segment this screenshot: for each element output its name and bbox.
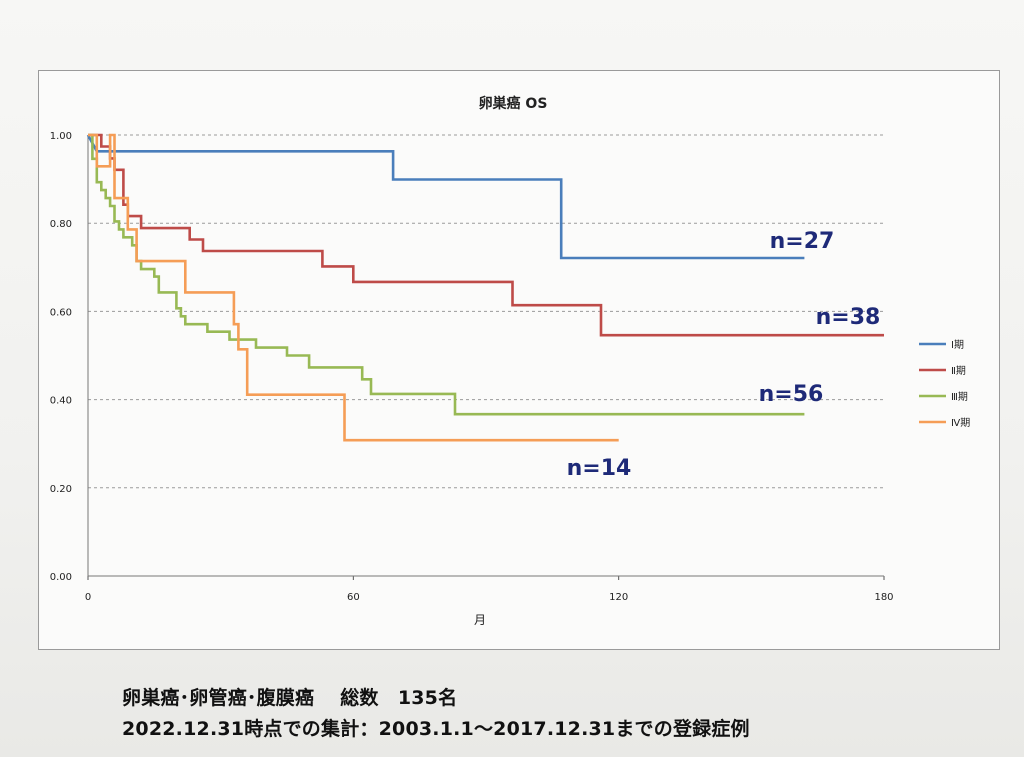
y-tick-label: 1.00 — [50, 131, 72, 142]
legend-label-stage-4: Ⅳ期 — [951, 417, 970, 429]
gridlines — [88, 134, 884, 489]
x-tick-label: 60 — [347, 592, 360, 603]
n-label-stage-1: n=27 — [770, 229, 835, 254]
x-axis-label: 月 — [474, 613, 486, 627]
caption-line-2: 2022.12.31時点での集計：2003.1.1～2017.12.31までの登… — [122, 718, 750, 740]
n-labels: n=27 n=38 n=56 n=14 — [567, 229, 881, 481]
x-tick-label: 0 — [85, 592, 91, 603]
y-tick-label: 0.60 — [50, 307, 72, 318]
n-label-stage-2: n=38 — [816, 305, 881, 330]
legend-label-stage-3: Ⅲ期 — [951, 391, 968, 403]
x-tick-label: 120 — [609, 592, 628, 603]
n-label-stage-4: n=14 — [567, 456, 632, 481]
chart-title: 卵巣癌 OS — [479, 95, 548, 112]
y-tick-label: 0.00 — [50, 572, 72, 583]
axes: 0.00 0.20 0.40 0.60 0.80 1.00 0 60 120 180 — [50, 131, 894, 603]
caption-line-1: 卵巣癌･卵管癌･腹膜癌 総数 135名 — [122, 687, 458, 709]
legend-label-stage-1: Ⅰ期 — [951, 339, 964, 351]
n-label-stage-3: n=56 — [759, 382, 824, 407]
series-line-stage-2 — [88, 133, 884, 337]
series-group — [86, 133, 884, 442]
y-tick-label: 0.80 — [50, 219, 72, 230]
legend-label-stage-2: Ⅱ期 — [951, 365, 966, 377]
series-line-stage-4 — [88, 133, 619, 442]
x-tick-label: 180 — [874, 592, 893, 603]
survival-chart: 卵巣癌 OS 0.00 0.20 0.40 0.60 0.80 1.00 0 60 120 180… — [50, 95, 971, 627]
series-line-stage-3 — [88, 133, 805, 416]
y-tick-label: 0.20 — [50, 484, 72, 495]
legend: Ⅰ期 Ⅱ期 Ⅲ期 Ⅳ期 — [919, 339, 970, 429]
y-tick-label: 0.40 — [50, 396, 72, 407]
chart-card: 卵巣癌 OS 0.00 0.20 0.40 0.60 0.80 1.00 0 60 120 180… — [38, 70, 1000, 650]
